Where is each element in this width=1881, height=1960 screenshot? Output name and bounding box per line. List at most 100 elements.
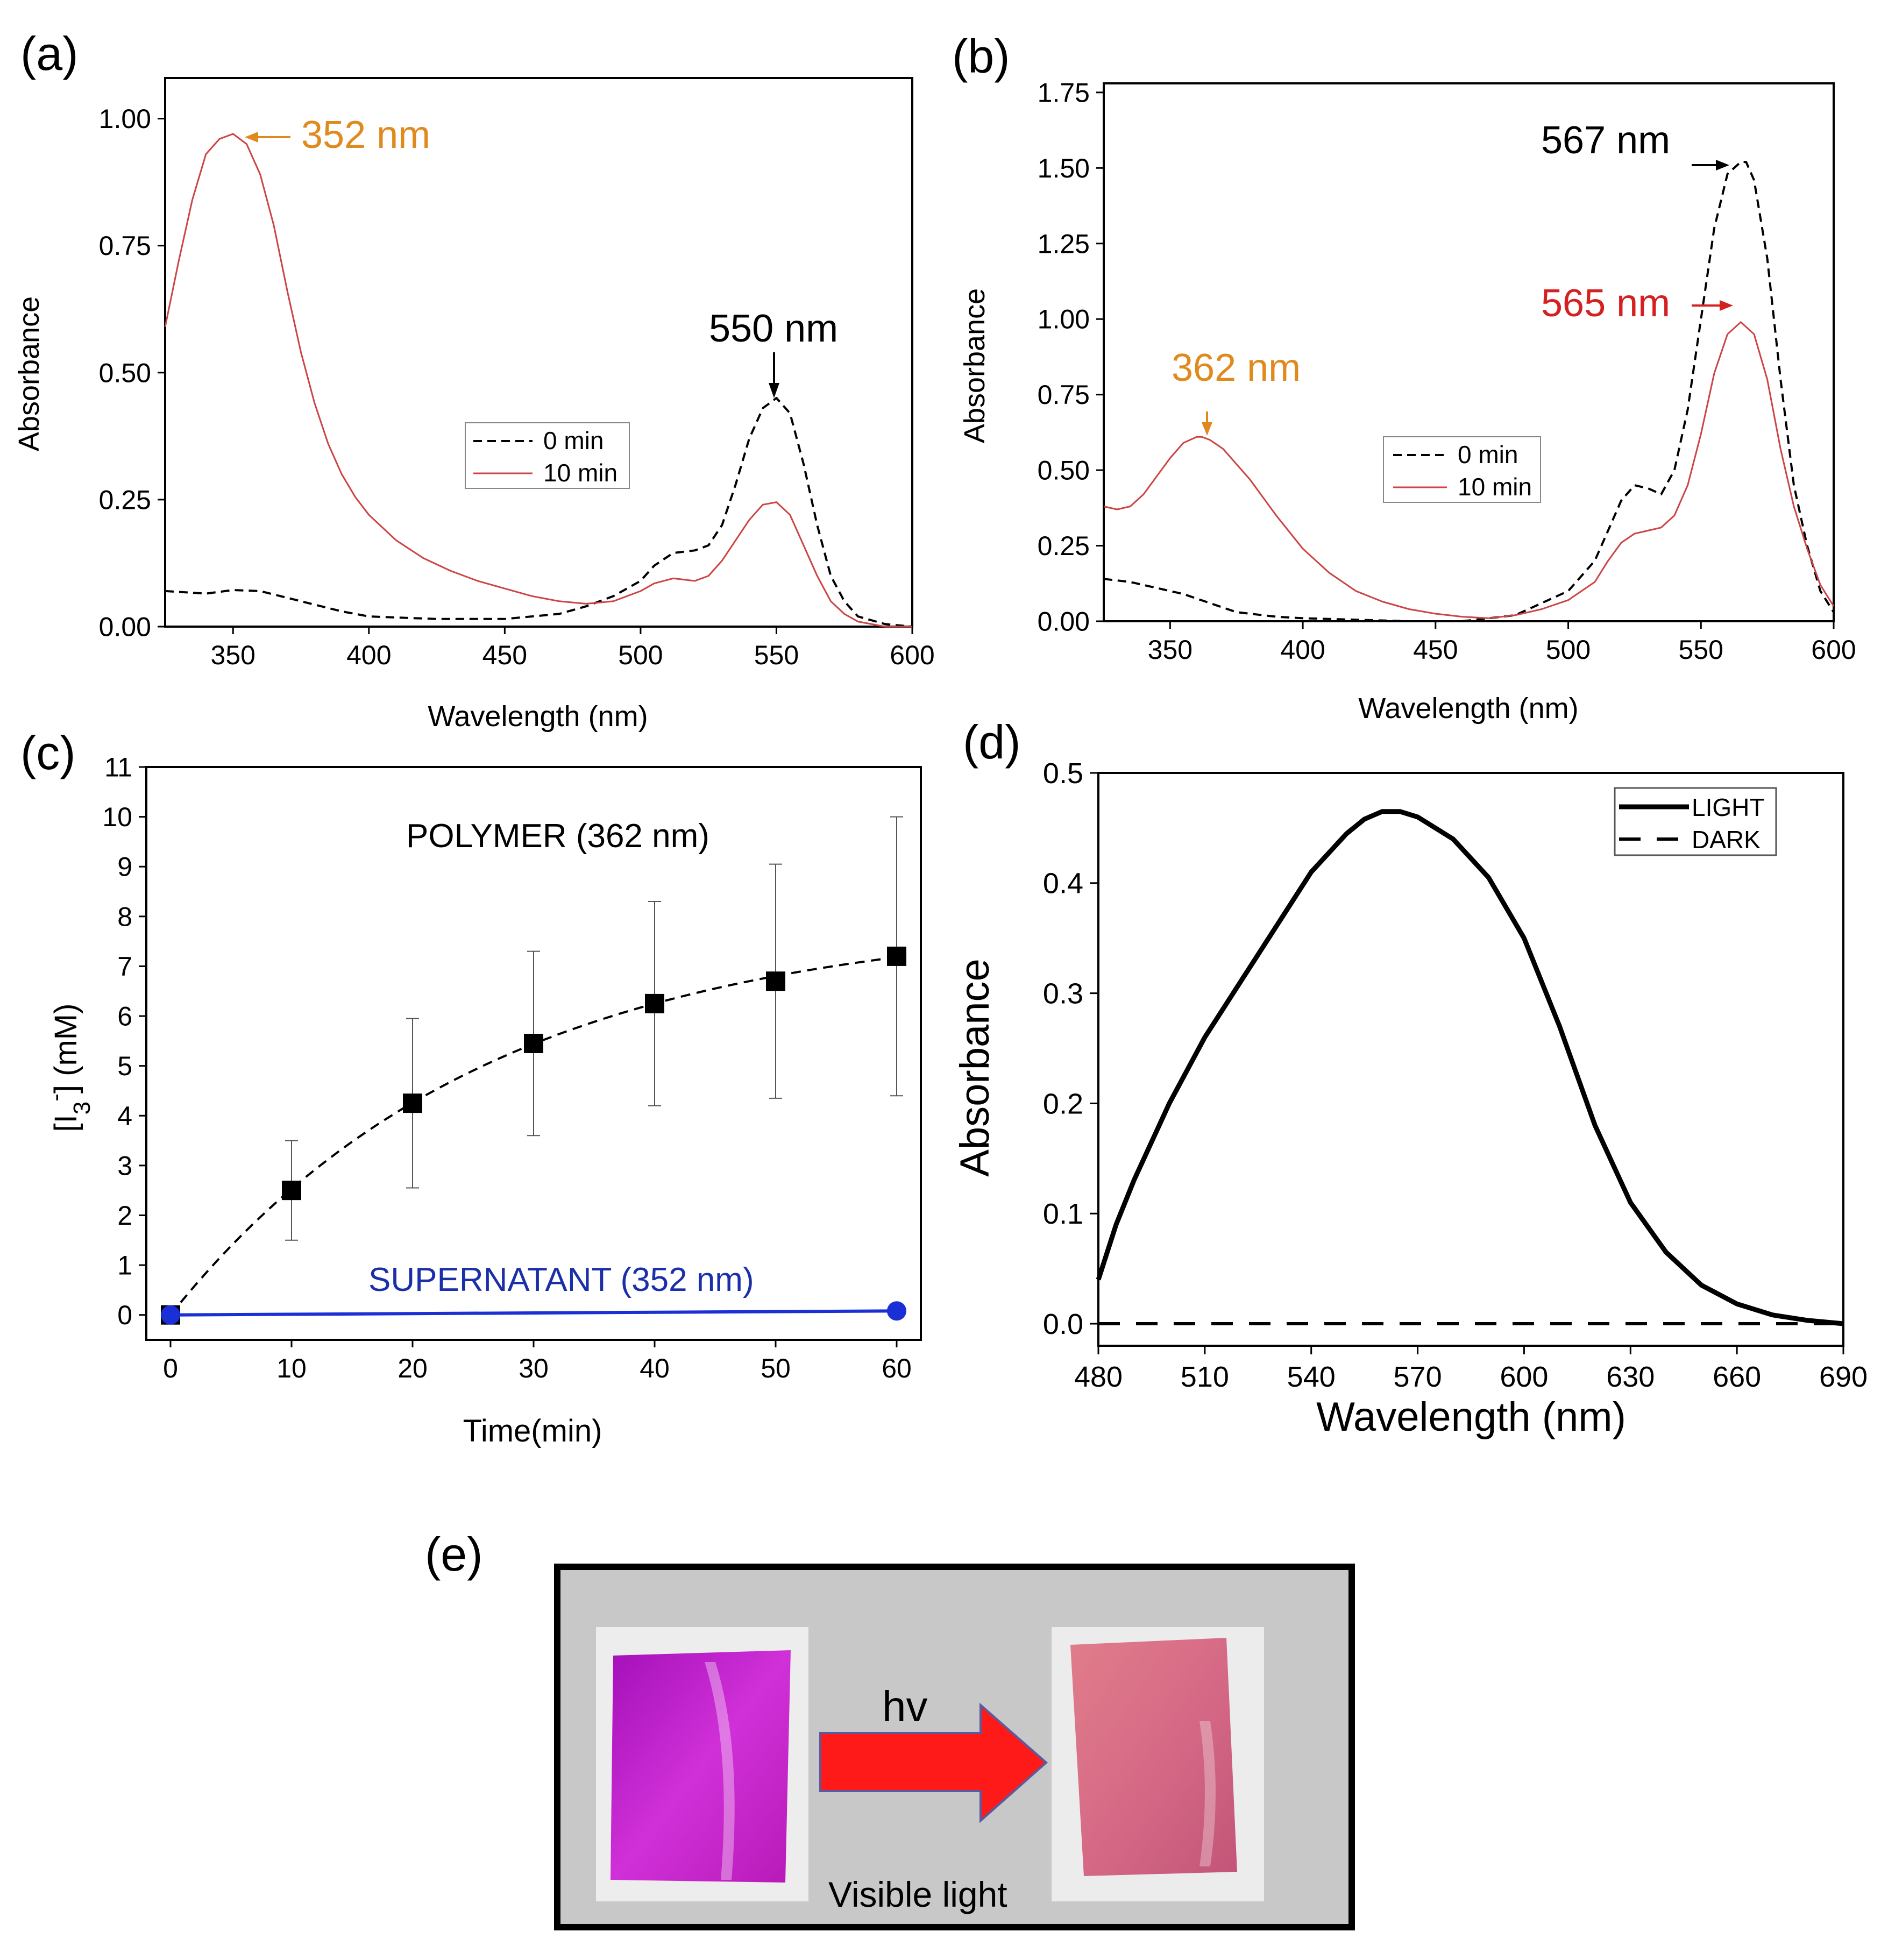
x-tick-label: 350 [211,640,255,670]
series-line-0-min [1103,161,1835,622]
film-after [1070,1638,1237,1876]
hv-arrow [819,1702,1048,1823]
y-tick-label: 0.0 [1043,1308,1083,1340]
y-tick-label: 7 [117,951,132,982]
panel-e: hv Visible light [554,1564,1355,1930]
chart-c-xlabel: Time(min) [463,1414,602,1448]
x-tick-label: 500 [618,640,663,670]
panel-label-c: (c) [20,726,76,779]
chart-a-frame [164,77,913,628]
film-before [611,1650,791,1883]
x-tick-label: 50 [761,1353,791,1383]
y-tick-label: 0.75 [99,231,151,261]
x-tick-label: 350 [1148,635,1193,665]
x-tick-label: 30 [519,1353,549,1383]
panel-label-a: (a) [20,27,79,80]
y-tick-label: 2 [117,1201,132,1231]
x-tick-label: 480 [1074,1361,1123,1393]
chart-b-legend-label-1: 10 min [1458,473,1532,501]
chart-b-annotation-362: 362 nm [1172,346,1301,389]
chart-a-ylabel: Absorbance [13,296,45,451]
chart-c-ylabel-tail: ] (mM) [48,1004,83,1094]
chart-a-annotation-352-arrowhead [245,132,258,143]
y-tick-label: 5 [117,1051,132,1081]
x-tick-label: 550 [1679,635,1723,665]
y-tick-label: 0.75 [1038,380,1090,410]
chart-a-series [164,133,913,628]
chart-a-annotation-550: 550 nm [709,307,838,350]
chart-a-legend [465,422,630,489]
panel-label-e: (e) [425,1528,483,1581]
y-tick-label: 3 [117,1151,132,1181]
y-tick-label: 0.00 [1038,607,1090,637]
x-tick-label: 510 [1181,1361,1229,1393]
y-tick-label: 0.4 [1043,868,1083,900]
chart-b-ticks: 350 400 450 500 550 600 0.00 0.25 0.50 0.75 1.00 1.… [1038,77,1856,665]
x-tick-label: 660 [1713,1361,1761,1393]
y-tick-label: 0.00 [99,612,151,642]
chart-b-legend [1383,436,1541,503]
chart-a: 350 400 450 500 550 600 0.00 0.25 0.50 0.75 1.00 W… [13,77,935,733]
polymer-point [282,1181,301,1201]
x-tick-label: 0 [163,1353,178,1383]
y-tick-label: 6 [117,1002,132,1032]
chart-c: 0 10 20 30 40 50 60 0 1 2 3 4 5 6 7 8 9 10 11 Time(min) [I… [42,752,922,1448]
chart-d-frame [1097,772,1844,1347]
chart-a-annotation-352: 352 nm [301,113,430,157]
series-line-light [1096,809,1844,1326]
x-tick-label: 600 [890,640,934,670]
chart-c-series [161,816,906,1325]
chart-a-xlabel: Wavelength (nm) [428,700,648,733]
chart-a-ticks: 350 400 450 500 550 600 0.00 0.25 0.50 0.75 1.00 [99,104,935,670]
chart-a-legend-label-1: 10 min [543,459,617,487]
chart-c-ylabel-sub: 3 [69,1102,95,1114]
chart-c-label-polymer: POLYMER (362 nm) [406,818,709,855]
film-after-glare [1199,1721,1216,1866]
y-tick-label: 1.75 [1038,77,1090,108]
x-tick-label: 500 [1546,635,1591,665]
y-tick-label: 0.2 [1043,1088,1083,1120]
chart-b-legend-label-0: 0 min [1458,441,1518,468]
polymer-point [524,1033,543,1053]
series-line-10-min [1103,321,1835,619]
y-tick-label: 0.3 [1043,978,1083,1010]
visible-light-caption: Visible light [828,1874,1007,1914]
y-tick-label: 0.50 [99,358,151,388]
chart-b-annotation-565: 565 nm [1541,282,1670,325]
series-line-0-min [165,397,913,628]
chart-b: 350 400 450 500 550 600 0.00 0.25 0.50 0.75 1.00 1.… [959,77,1856,725]
x-tick-label: 550 [754,640,799,670]
y-tick-label: 10 [102,802,132,832]
chart-c-ylabel-sup: - [42,1093,69,1102]
panel-label-d: (d) [963,715,1021,769]
chart-b-ylabel: Absorbance [959,288,991,443]
y-tick-label: 8 [117,901,132,932]
chart-a-annotation-550-arrowhead [769,383,779,398]
chart-d-ticks: 480 510 540 570 600 630 660 690 0.0 0.1 0.2 0.3 0.4 0… [1043,757,1868,1393]
chart-b-annotation-362-arrowhead [1202,422,1212,436]
x-tick-label: 10 [276,1353,307,1383]
chart-d: 480 510 540 570 600 630 660 690 0.0 0.1 0.2 0.3 0.4 0… [952,757,1868,1440]
film-before-glare [705,1662,735,1880]
chart-d-legend-label-1: DARK [1692,826,1761,854]
panel-label-b: (b) [952,30,1010,83]
x-tick-label: 600 [1811,635,1856,665]
y-tick-label: 1.25 [1038,229,1090,259]
chart-a-legend-label-0: 0 min [543,427,604,455]
supernatant-line [170,1309,897,1317]
y-tick-label: 1.00 [1038,304,1090,335]
chart-c-ylabel-main: [I [48,1114,83,1132]
x-tick-label: 60 [882,1353,912,1383]
polymer-point [766,971,785,991]
x-tick-label: 450 [1413,635,1458,665]
y-tick-label: 0.1 [1043,1198,1083,1230]
chart-c-label-supernatant: SUPERNATANT (352 nm) [368,1261,754,1298]
chart-b-annotation-567-arrowhead [1716,160,1729,171]
y-tick-label: 9 [117,852,132,882]
chart-b-annotation-565-arrowhead [1720,300,1733,311]
x-tick-label: 400 [1280,635,1325,665]
y-tick-label: 0.25 [1038,531,1090,561]
polymer-point [645,993,664,1013]
supernatant-point [887,1301,906,1321]
